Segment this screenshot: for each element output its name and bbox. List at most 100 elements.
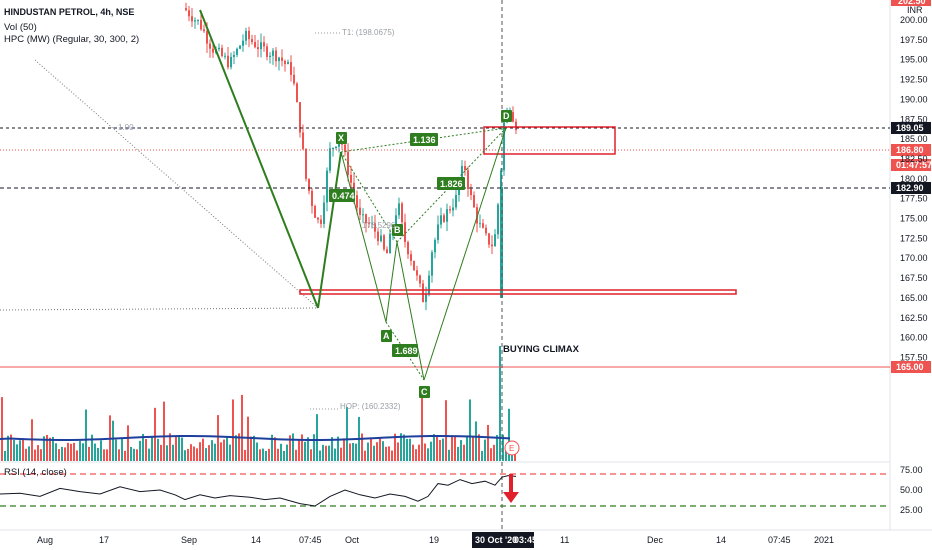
- candle: [464, 165, 466, 171]
- price-tick: 165.00: [900, 293, 928, 303]
- volume-bar: [268, 448, 270, 461]
- volume-bar: [127, 425, 129, 461]
- candle: [389, 233, 391, 254]
- candle: [233, 54, 235, 57]
- price-badge-label: 186.80: [896, 145, 924, 155]
- volume-bar: [277, 448, 279, 461]
- volume-bar: [295, 449, 297, 461]
- candle: [443, 215, 445, 222]
- volume-bar: [208, 445, 210, 461]
- volume-bar: [505, 446, 507, 461]
- candle: [236, 48, 238, 55]
- pattern-ratio-line: [385, 321, 425, 381]
- volume-bar: [79, 441, 81, 461]
- pattern-ratio-line: [340, 151, 398, 243]
- volume-bar: [343, 438, 345, 461]
- candle: [512, 112, 514, 122]
- pattern-point-badge: [392, 224, 403, 236]
- volume-bar: [442, 438, 444, 461]
- symbol-legend[interactable]: HINDUSTAN PETROL, 4h, NSE: [4, 7, 135, 17]
- hpc-legend[interactable]: HPC (MW) (Regular, 30, 300, 2): [4, 34, 140, 45]
- volume-bar: [145, 439, 147, 461]
- candle: [395, 215, 397, 228]
- candle: [272, 50, 274, 56]
- price-levels[interactable]: 189.05 186.80 01:47:57 182.90 165.00: [0, 0, 932, 530]
- volume-bar: [40, 449, 42, 461]
- volume-bar: [481, 450, 483, 461]
- pattern-point-label: A: [383, 331, 390, 341]
- pattern-point-label: D: [503, 111, 510, 121]
- harmonic-pattern[interactable]: X A B C D 1.136 0.474 1.826 1.689: [199, 9, 512, 398]
- volume-legend[interactable]: Vol (50): [4, 22, 37, 33]
- ratio-badge: [392, 344, 418, 357]
- volume-bar: [439, 440, 441, 461]
- ratio-label: 0.474: [332, 191, 355, 201]
- price-tick: 195.00: [900, 55, 928, 65]
- candle: [188, 10, 190, 17]
- pattern-point-badge: [336, 132, 347, 144]
- volume-bar: [508, 408, 510, 461]
- volume-bar: [367, 442, 369, 461]
- volume-bar: [241, 394, 243, 461]
- candle: [224, 55, 226, 57]
- candle: [461, 165, 463, 185]
- volume-bar: [82, 443, 84, 461]
- candle: [239, 45, 241, 49]
- candle: [491, 244, 493, 247]
- candle: [470, 188, 472, 196]
- volume-bar: [352, 442, 354, 461]
- pattern-point-badge: [501, 110, 512, 122]
- volume-bar: [19, 440, 21, 461]
- supply-zone: [483, 126, 616, 155]
- current-time-badge: [472, 532, 534, 548]
- price-axis[interactable]: 200.00 197.50 195.00 192.50 190.00 187.50 185.…: [891, 0, 931, 362]
- candle: [212, 48, 214, 53]
- volume-bar: [70, 443, 72, 461]
- candle: [449, 209, 451, 211]
- event-marker[interactable]: [504, 440, 520, 456]
- volume-bar: [151, 437, 153, 461]
- candle: [515, 121, 517, 131]
- candle: [227, 55, 229, 68]
- candle: [479, 223, 481, 225]
- volume-bar: [58, 449, 60, 461]
- ratio-label: 1.136: [413, 135, 436, 145]
- volume-bar: [433, 434, 435, 461]
- candle: [293, 74, 295, 84]
- rsi-axis[interactable]: 75.00 50.00 25.00: [900, 465, 923, 515]
- price-badge-label: 01:47:57: [896, 160, 932, 170]
- volume-bar: [166, 445, 168, 461]
- candle: [269, 55, 271, 57]
- pattern-leg-xa: [340, 151, 387, 323]
- price-tick: 170.00: [900, 253, 928, 263]
- volume-bar: [199, 442, 201, 461]
- candle: [425, 293, 427, 303]
- candle: [230, 56, 232, 68]
- volume-bar: [112, 420, 114, 461]
- time-tick: 19: [429, 535, 439, 545]
- volume-bar: [223, 439, 225, 461]
- candle: [260, 42, 262, 50]
- rsi-legend[interactable]: RSI (14, close): [4, 467, 67, 478]
- ratio-label: 1.689: [395, 346, 418, 356]
- time-tick: 14: [251, 535, 261, 545]
- volume-bar: [406, 438, 408, 461]
- volume-bar: [469, 399, 471, 461]
- time-axis[interactable]: Aug 17 Sep 14 07:45 Oct 19 11 Dec 14 07:45 2021 30 O…: [37, 532, 834, 548]
- volume-bar: [337, 436, 339, 461]
- volume-bar: [496, 435, 498, 461]
- ratio-badge: [329, 189, 355, 202]
- rsi-tick: 25.00: [900, 505, 923, 515]
- price-tick: 175.00: [900, 214, 928, 224]
- volume-bar: [346, 406, 348, 461]
- candle: [380, 235, 382, 242]
- volume-bar: [319, 450, 321, 461]
- candle: [185, 8, 187, 11]
- candle: [248, 30, 250, 40]
- volume-bar: [403, 434, 405, 461]
- volume-bar: [436, 436, 438, 461]
- volume-bar: [328, 445, 330, 461]
- volume-bar: [418, 444, 420, 461]
- volume-bar: [196, 448, 198, 461]
